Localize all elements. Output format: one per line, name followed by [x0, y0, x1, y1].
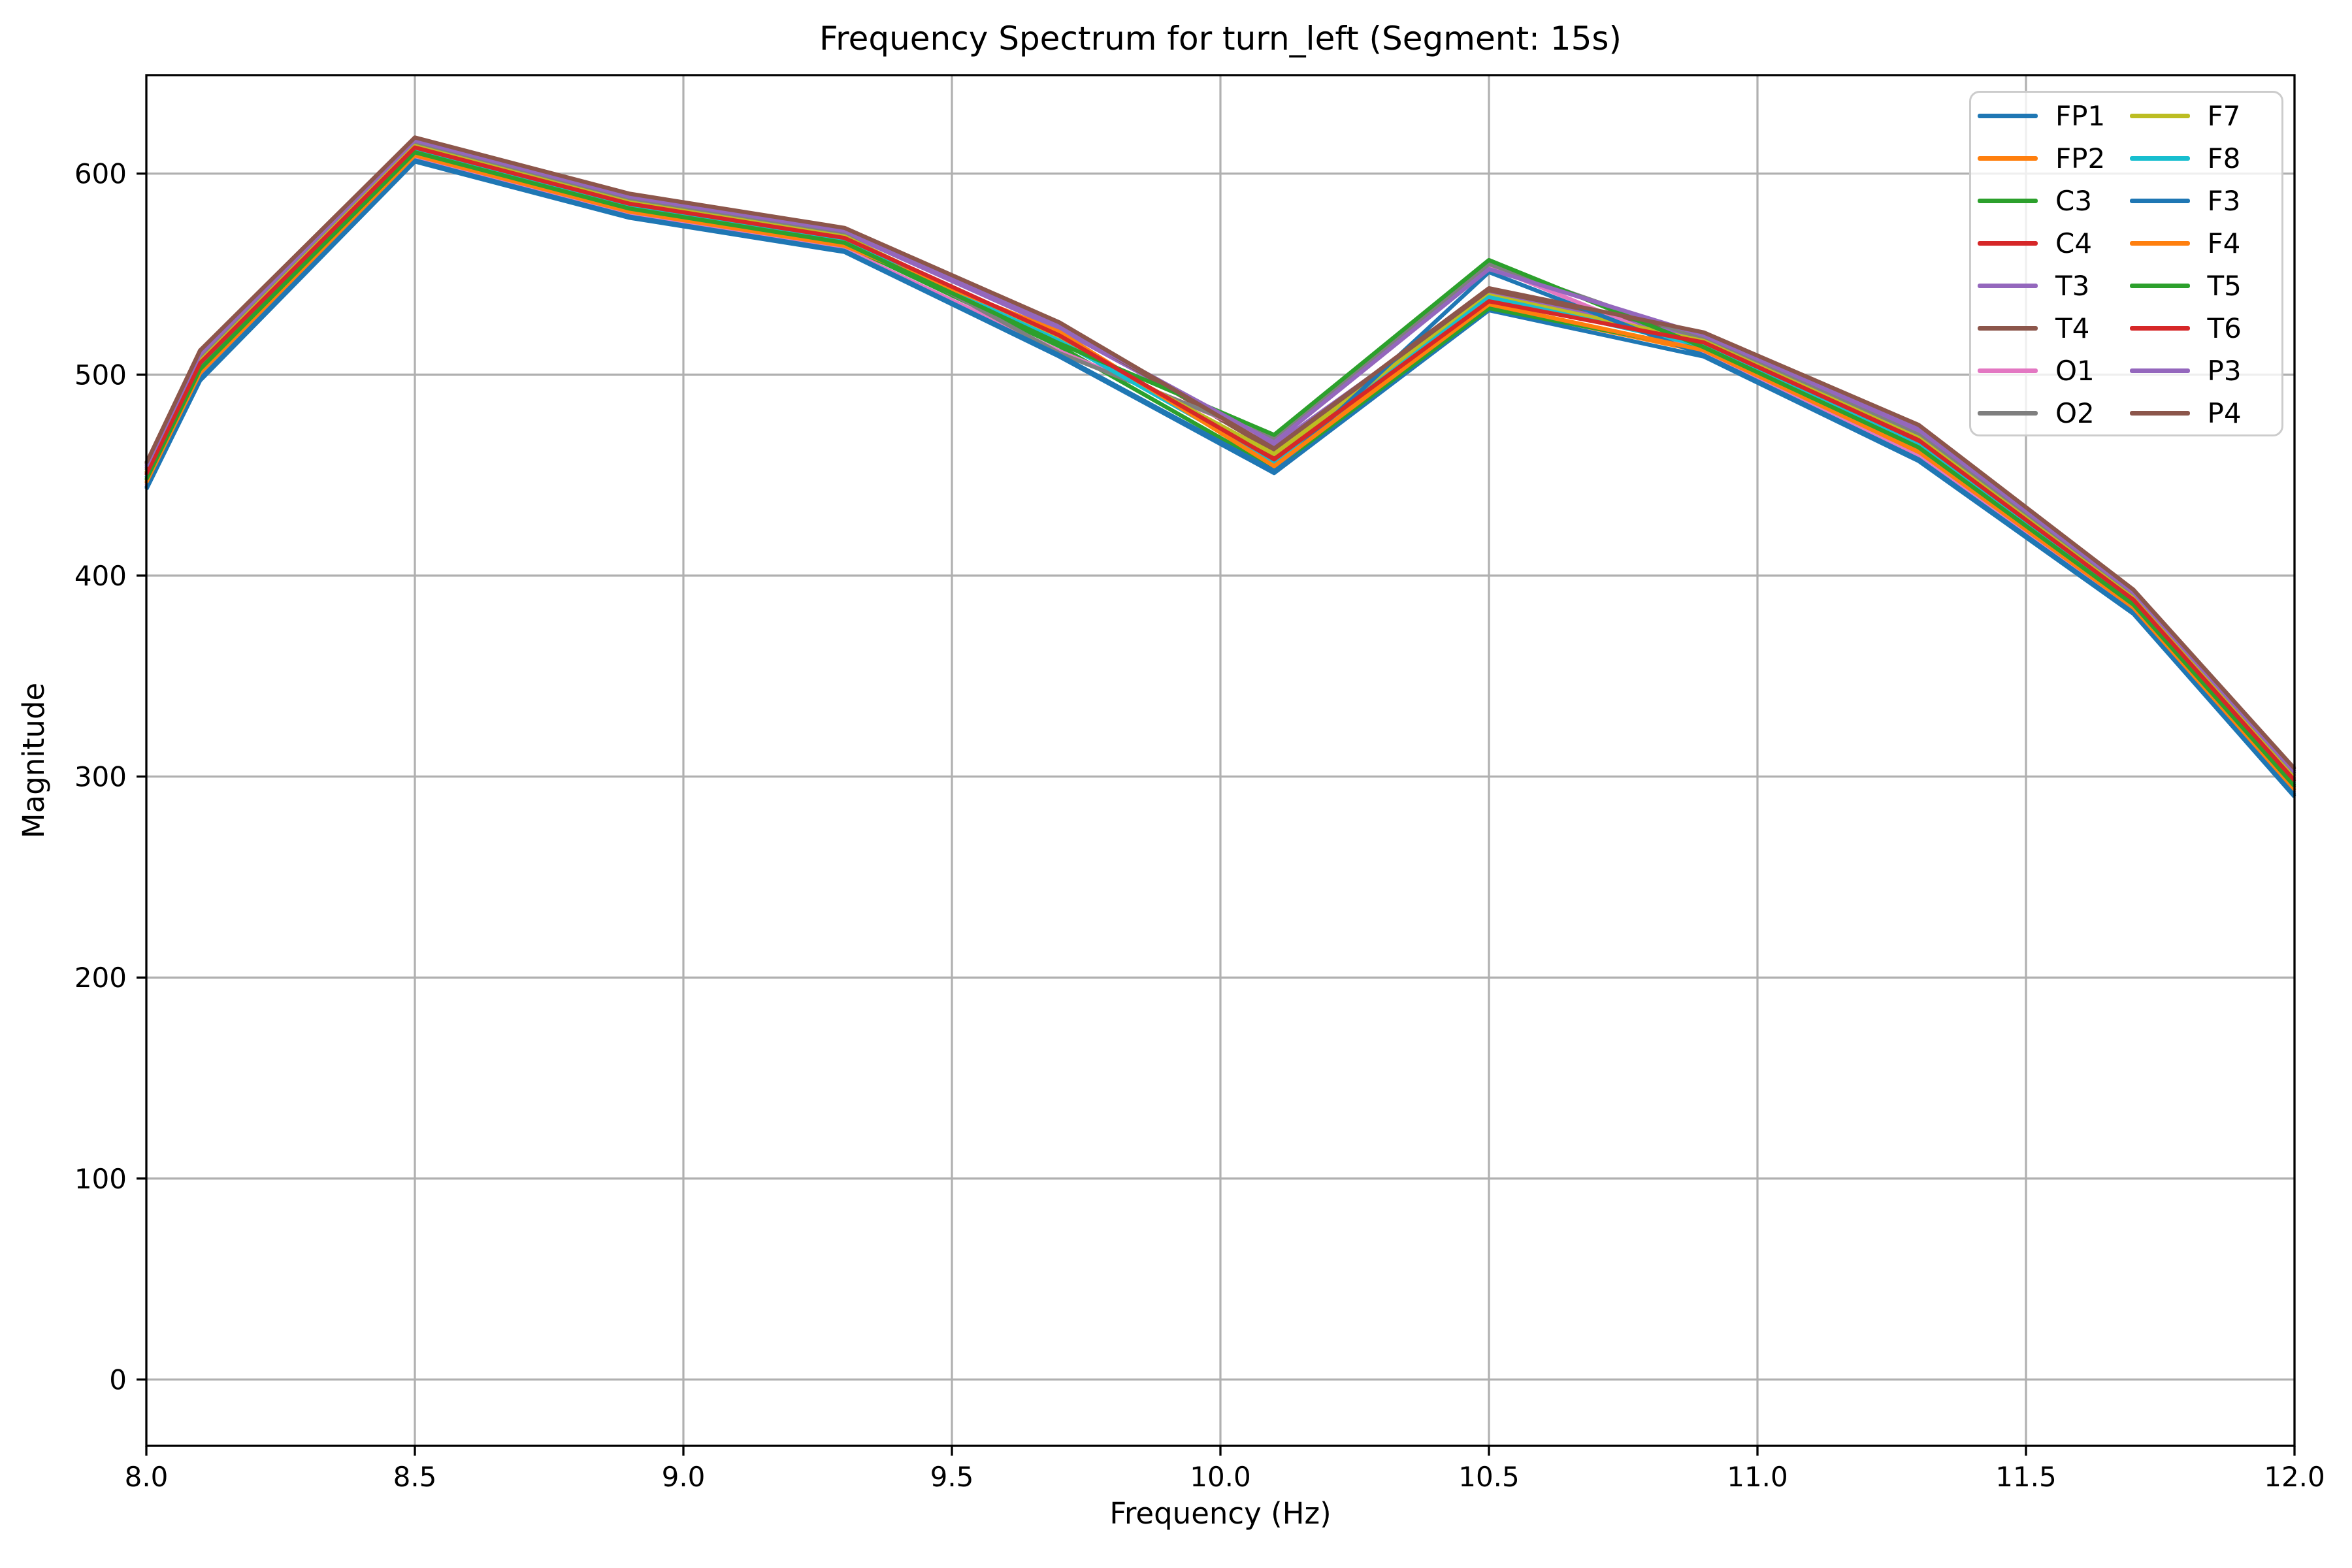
legend-swatch-C3 [1978, 199, 2038, 203]
y-tick-label-400: 400 [74, 560, 127, 592]
legend-label-F8: F8 [2207, 142, 2241, 174]
legend-item-P4: P4 [2129, 392, 2282, 434]
legend-item-F3: F3 [2129, 180, 2282, 222]
legend-item-F8: F8 [2129, 137, 2282, 180]
legend-swatch-O2 [1978, 411, 2038, 416]
legend-swatch-T6 [2129, 326, 2190, 331]
legend-swatch-T4 [1978, 326, 2038, 331]
legend-swatch-P3 [2129, 368, 2190, 373]
legend-swatch-F4 [2129, 241, 2190, 246]
y-axis-label: Magnitude [16, 682, 51, 839]
legend-item-T4: T4 [1978, 307, 2130, 350]
legend-swatch-FP2 [1978, 156, 2038, 161]
legend: FP1 FP2 C3 C4 T3 T4 O1 O2 F7 F8 F3 F4 T5 T6 P3 P4 [1969, 91, 2283, 436]
legend-swatch-F3 [2129, 199, 2190, 203]
legend-label-F7: F7 [2207, 100, 2241, 132]
chart-title: Frequency Spectrum for turn_left (Segmen… [819, 20, 1622, 57]
legend-label-T5: T5 [2207, 270, 2242, 302]
series-line-F3 [144, 158, 2296, 797]
legend-item-T3: T3 [1978, 265, 2130, 307]
y-tick-label-600: 600 [74, 158, 127, 190]
legend-label-FP2: FP2 [2055, 142, 2106, 174]
y-tick-label-300: 300 [74, 761, 127, 793]
legend-label-O1: O1 [2055, 355, 2095, 387]
legend-swatch-F8 [2129, 156, 2190, 161]
legend-item-F7: F7 [2129, 95, 2282, 137]
legend-label-T3: T3 [2055, 270, 2090, 302]
legend-swatch-F7 [2129, 114, 2190, 118]
legend-label-P4: P4 [2207, 397, 2242, 429]
series-line-P4 [144, 135, 2296, 770]
x-tick-label-10.5: 10.5 [1458, 1461, 1520, 1493]
legend-item-C4: C4 [1978, 222, 2130, 265]
legend-swatch-P4 [2129, 411, 2190, 416]
x-tick-label-12: 12.0 [2264, 1461, 2325, 1493]
legend-item-T6: T6 [2129, 307, 2282, 350]
legend-item-FP2: FP2 [1978, 137, 2130, 180]
legend-label-O2: O2 [2055, 397, 2095, 429]
series-line-T6 [144, 145, 2296, 782]
x-tick-label-8: 8.0 [125, 1461, 169, 1493]
x-tick-label-11: 11.0 [1727, 1461, 1788, 1493]
legend-label-C3: C3 [2055, 185, 2093, 217]
legend-item-F4: F4 [2129, 222, 2282, 265]
legend-label-F4: F4 [2207, 227, 2241, 259]
x-tick-label-11.5: 11.5 [1995, 1461, 2057, 1493]
y-tick-label-0: 0 [109, 1364, 127, 1396]
x-axis-label: Frequency (Hz) [1109, 1496, 1331, 1531]
legend-item-O2: O2 [1978, 392, 2130, 434]
legend-item-T5: T5 [2129, 265, 2282, 307]
x-tick-label-10: 10.0 [1190, 1461, 1251, 1493]
legend-item-FP1: FP1 [1978, 95, 2130, 137]
legend-label-FP1: FP1 [2055, 100, 2106, 132]
x-tick-label-8.5: 8.5 [393, 1461, 437, 1493]
legend-swatch-O1 [1978, 368, 2038, 373]
y-tick-label-200: 200 [74, 962, 127, 994]
legend-item-P3: P3 [2129, 350, 2282, 392]
legend-swatch-T5 [2129, 284, 2190, 288]
legend-label-T6: T6 [2207, 312, 2242, 344]
y-tick-label-100: 100 [74, 1163, 127, 1195]
legend-label-F3: F3 [2207, 185, 2241, 217]
legend-swatch-T3 [1978, 284, 2038, 288]
y-tick-label-500: 500 [74, 359, 127, 391]
legend-swatch-C4 [1978, 241, 2038, 246]
legend-swatch-FP1 [1978, 114, 2038, 118]
legend-item-C3: C3 [1978, 180, 2130, 222]
legend-label-T4: T4 [2055, 312, 2090, 344]
legend-item-O1: O1 [1978, 350, 2130, 392]
legend-label-P3: P3 [2207, 355, 2242, 387]
series-line-T5 [144, 150, 2296, 788]
legend-label-C4: C4 [2055, 227, 2093, 259]
x-tick-label-9.5: 9.5 [930, 1461, 974, 1493]
x-tick-label-9: 9.0 [662, 1461, 706, 1493]
